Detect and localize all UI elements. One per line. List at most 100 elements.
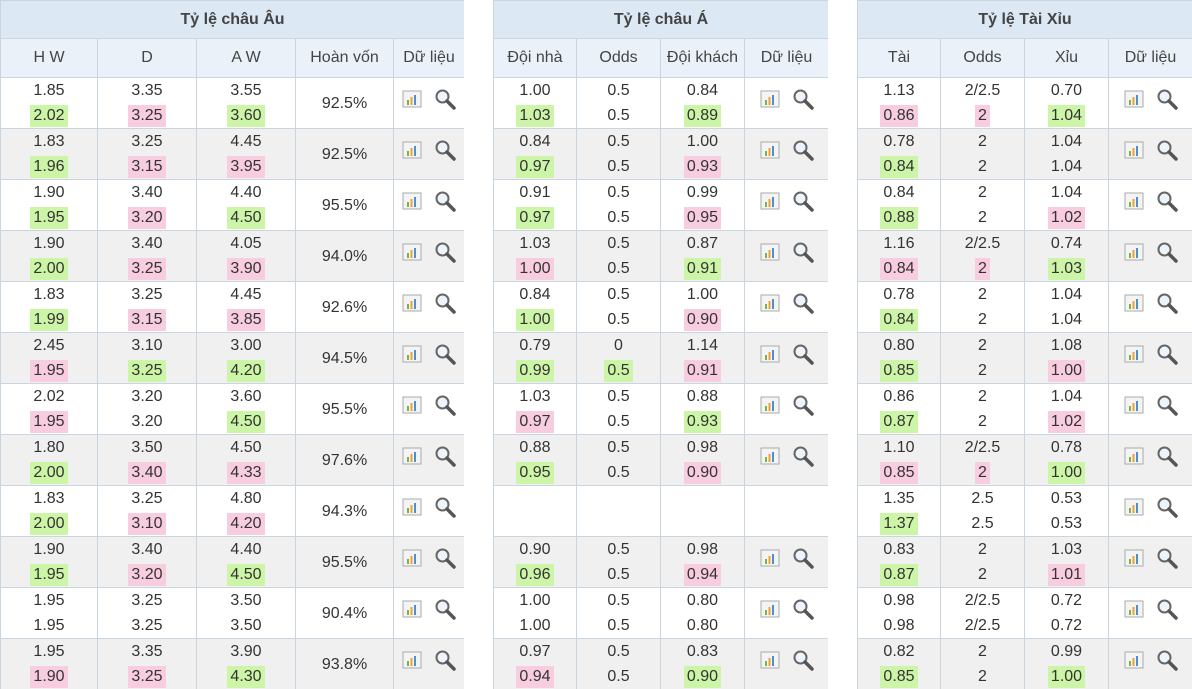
- search-icon[interactable]: [434, 139, 456, 169]
- data-icons: [394, 394, 464, 424]
- chart-icon[interactable]: [760, 294, 780, 320]
- search-icon[interactable]: [792, 598, 814, 628]
- chart-icon[interactable]: [760, 651, 780, 677]
- chart-icon[interactable]: [1124, 447, 1144, 473]
- current-odds: 1.00: [1047, 360, 1086, 382]
- search-icon[interactable]: [792, 547, 814, 577]
- chart-icon[interactable]: [1124, 243, 1144, 269]
- opening-odds: 2/2.5: [964, 82, 1001, 99]
- search-icon[interactable]: [1156, 88, 1178, 118]
- chart-icon[interactable]: [402, 651, 422, 677]
- chart-icon[interactable]: [760, 447, 780, 473]
- chart-icon[interactable]: [402, 549, 422, 575]
- current-odds: 0.97: [516, 411, 554, 433]
- cell: 2/2.5 2: [940, 230, 1025, 282]
- current-odds-line: 1.03: [1025, 256, 1108, 281]
- search-icon[interactable]: [434, 190, 456, 220]
- chart-icon[interactable]: [402, 141, 422, 167]
- search-icon[interactable]: [1156, 241, 1178, 271]
- chart-icon[interactable]: [402, 294, 422, 320]
- search-icon[interactable]: [434, 496, 456, 526]
- search-icon[interactable]: [792, 292, 814, 322]
- current-odds-line: 2: [941, 409, 1024, 434]
- search-icon[interactable]: [1156, 190, 1178, 220]
- current-odds: 1.03: [516, 105, 554, 127]
- odds-row: 0.78 0.84 2 2 1.04 1.04: [857, 128, 1192, 180]
- chart-icon[interactable]: [760, 396, 780, 422]
- cell: 0.98 0.90: [660, 434, 745, 486]
- search-icon[interactable]: [434, 394, 456, 424]
- cell: [1107, 281, 1192, 333]
- search-icon[interactable]: [1156, 649, 1178, 679]
- chart-icon[interactable]: [1124, 498, 1144, 524]
- search-icon[interactable]: [1156, 394, 1178, 424]
- current-odds-line: 1.95: [1, 358, 97, 383]
- chart-icon[interactable]: [402, 447, 422, 473]
- chart-icon[interactable]: [402, 243, 422, 269]
- chart-icon[interactable]: [1124, 90, 1144, 116]
- chart-icon[interactable]: [760, 192, 780, 218]
- cell: 1.04 1.04: [1024, 281, 1109, 333]
- search-icon[interactable]: [1156, 343, 1178, 373]
- data-icons: [1109, 88, 1192, 118]
- search-icon[interactable]: [1156, 496, 1178, 526]
- search-icon[interactable]: [792, 343, 814, 373]
- current-odds: 3.60: [227, 105, 265, 127]
- cell: 1.16 0.84: [857, 230, 941, 282]
- search-icon[interactable]: [792, 649, 814, 679]
- cell: 1.35 1.37: [857, 485, 941, 537]
- odds-row: 1.13 0.86 2/2.5 2 0.70 1.04: [857, 77, 1192, 129]
- search-icon[interactable]: [434, 292, 456, 322]
- current-odds: 0.91: [683, 360, 722, 382]
- current-odds: 3.25: [128, 105, 166, 127]
- opening-odds: 0.84: [519, 133, 551, 150]
- search-icon[interactable]: [1156, 547, 1178, 577]
- chart-icon[interactable]: [1124, 141, 1144, 167]
- chart-icon[interactable]: [760, 345, 780, 371]
- chart-icon[interactable]: [760, 243, 780, 269]
- cell: 92.5%: [295, 77, 394, 129]
- search-icon[interactable]: [434, 241, 456, 271]
- chart-icon[interactable]: [402, 192, 422, 218]
- chart-icon[interactable]: [1124, 294, 1144, 320]
- chart-icon[interactable]: [760, 141, 780, 167]
- search-icon[interactable]: [434, 598, 456, 628]
- chart-icon[interactable]: [402, 498, 422, 524]
- chart-icon[interactable]: [402, 396, 422, 422]
- chart-icon[interactable]: [1124, 192, 1144, 218]
- search-icon[interactable]: [434, 343, 456, 373]
- search-icon[interactable]: [1156, 445, 1178, 475]
- chart-icon[interactable]: [402, 600, 422, 626]
- cell: 1.95 1.90: [0, 638, 98, 689]
- search-icon[interactable]: [1156, 598, 1178, 628]
- search-icon[interactable]: [792, 139, 814, 169]
- opening-odds: 1.04: [1050, 133, 1083, 150]
- current-odds-line: 1.04: [1025, 307, 1108, 332]
- chart-icon[interactable]: [1124, 345, 1144, 371]
- chart-icon[interactable]: [1124, 600, 1144, 626]
- search-icon[interactable]: [434, 88, 456, 118]
- chart-icon[interactable]: [760, 600, 780, 626]
- search-icon[interactable]: [792, 88, 814, 118]
- odds-row: 1.95 1.90 3.35 3.25 3.90 4.30 93.8%: [0, 638, 464, 689]
- chart-icon[interactable]: [402, 90, 422, 116]
- cell: [744, 638, 828, 689]
- chart-icon[interactable]: [760, 549, 780, 575]
- search-icon[interactable]: [1156, 139, 1178, 169]
- search-icon[interactable]: [434, 547, 456, 577]
- odds-table: Tỷ lệ Tài Xỉu Tài Odds Xỉu Dữ liệu 1.13 0.86 2/…: [857, 0, 1192, 689]
- search-icon[interactable]: [1156, 292, 1178, 322]
- search-icon[interactable]: [792, 241, 814, 271]
- opening-odds: 1.90: [33, 184, 65, 201]
- chart-icon[interactable]: [1124, 651, 1144, 677]
- search-icon[interactable]: [434, 445, 456, 475]
- chart-icon[interactable]: [1124, 396, 1144, 422]
- search-icon[interactable]: [792, 394, 814, 424]
- chart-icon[interactable]: [402, 345, 422, 371]
- chart-icon[interactable]: [1124, 549, 1144, 575]
- chart-icon[interactable]: [760, 90, 780, 116]
- search-icon[interactable]: [792, 190, 814, 220]
- search-icon[interactable]: [434, 649, 456, 679]
- opening-odds: 4.05: [230, 235, 262, 252]
- search-icon[interactable]: [792, 445, 814, 475]
